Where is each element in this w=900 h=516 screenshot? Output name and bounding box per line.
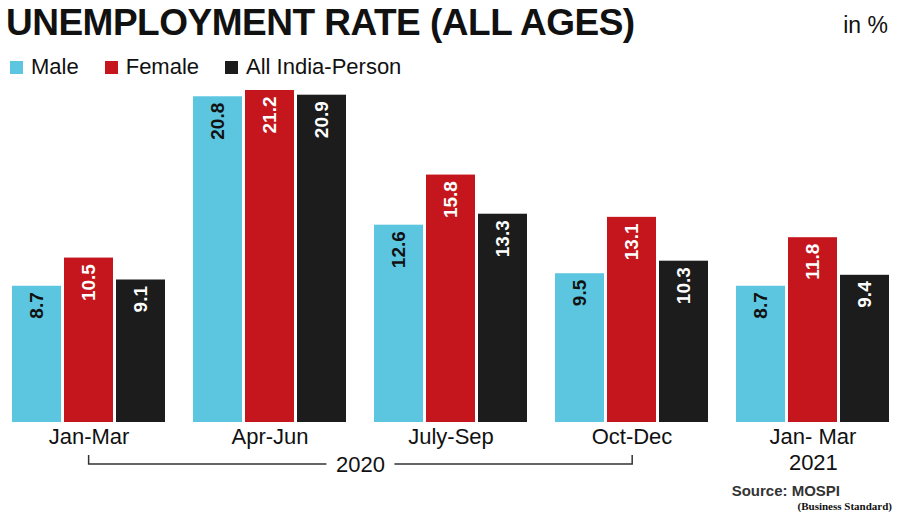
- svg-text:21.2: 21.2: [259, 97, 280, 134]
- html-text:UNEMPLOYMENT RATE (ALL AGES): UNEMPLOYMENT RATE (ALL AGES): [6, 2, 635, 43]
- html-text:Female: Female: [125, 54, 199, 79]
- html-text:Source: MOSPI: Source: MOSPI: [731, 482, 840, 499]
- svg-text:10.5: 10.5: [78, 264, 99, 301]
- svg-text:July-Sep: July-Sep: [408, 424, 494, 449]
- svg-text:Jan- Mar: Jan- Mar: [770, 424, 857, 449]
- svg-text:12.6: 12.6: [388, 231, 409, 268]
- svg-text:Apr-Jun: Apr-Jun: [231, 424, 308, 449]
- svg-text:2020: 2020: [336, 452, 385, 477]
- svg-text:15.8: 15.8: [440, 181, 461, 218]
- html-text:in %: in %: [843, 12, 888, 38]
- svg-text:13.1: 13.1: [621, 223, 642, 260]
- svg-text:20.8: 20.8: [207, 103, 228, 140]
- svg-text:13.3: 13.3: [492, 220, 513, 257]
- svg-text:20.9: 20.9: [311, 101, 332, 138]
- svg-text:9.5: 9.5: [569, 279, 590, 306]
- svg-text:9.4: 9.4: [854, 281, 875, 308]
- svg-text:9.1: 9.1: [130, 286, 151, 313]
- svg-text:8.7: 8.7: [750, 292, 771, 318]
- svg-text:2021: 2021: [789, 452, 838, 475]
- svg-text:Jan-Mar: Jan-Mar: [49, 424, 130, 449]
- html-text:Male: Male: [31, 54, 79, 79]
- svg-text:11.8: 11.8: [802, 244, 823, 280]
- html-text:(Business Standard): (Business Standard): [797, 500, 892, 512]
- svg-text:8.7: 8.7: [26, 292, 47, 318]
- html-text:All India-Person: All India-Person: [246, 54, 402, 79]
- svg-text:10.3: 10.3: [673, 267, 694, 304]
- svg-text:Oct-Dec: Oct-Dec: [592, 424, 673, 449]
